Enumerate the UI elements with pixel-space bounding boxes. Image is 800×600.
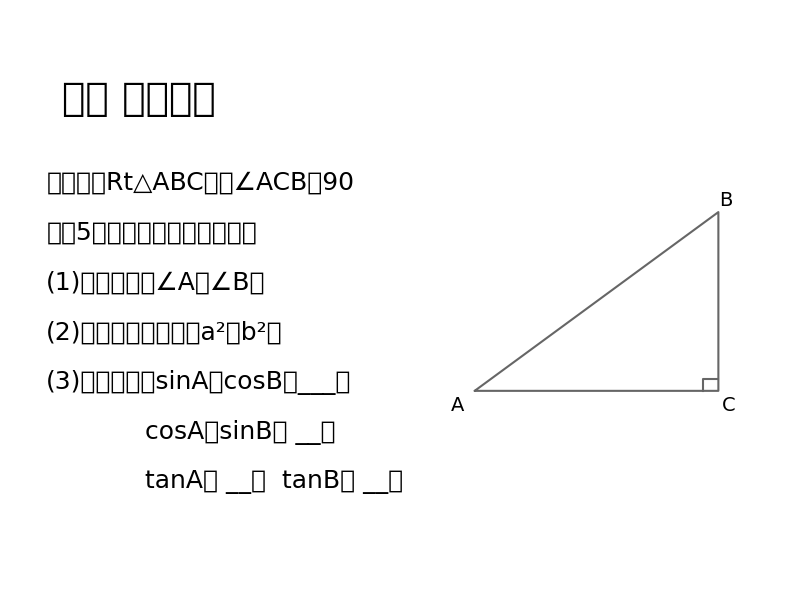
Text: (1)两锐角互余∠A＋∠B＝: (1)两锐角互余∠A＋∠B＝ — [46, 271, 266, 295]
Text: B: B — [719, 191, 733, 210]
Text: 如图，在Rt△ABC中，∠ACB＝90: 如图，在Rt△ABC中，∠ACB＝90 — [46, 171, 354, 195]
Text: (3)边与角关系sinA＝cosB＝___，: (3)边与角关系sinA＝cosB＝___， — [46, 370, 352, 395]
Text: C: C — [722, 396, 735, 415]
Text: 一、 课前热身: 一、 课前热身 — [62, 80, 216, 118]
Text: tanA＝ __；  tanB＝ __。: tanA＝ __； tanB＝ __。 — [145, 470, 402, 494]
Text: A: A — [450, 396, 464, 415]
Text: (2)三边满足勾股定理a²＋b²＝: (2)三边满足勾股定理a²＋b²＝ — [46, 320, 283, 344]
Text: cosA＝sinB＝ __；: cosA＝sinB＝ __； — [145, 420, 335, 445]
Text: 其余5个元素之间有以下关系：: 其余5个元素之间有以下关系： — [46, 221, 257, 245]
